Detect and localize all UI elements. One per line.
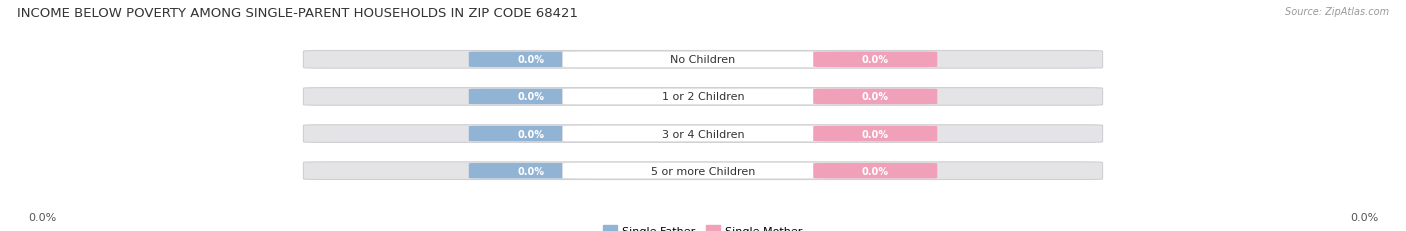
Text: 0.0%: 0.0% [28,212,56,222]
Text: 0.0%: 0.0% [862,166,889,176]
Text: 0.0%: 0.0% [517,166,544,176]
FancyBboxPatch shape [562,52,844,68]
FancyBboxPatch shape [813,126,938,142]
FancyBboxPatch shape [562,163,844,179]
Text: 5 or more Children: 5 or more Children [651,166,755,176]
Text: 0.0%: 0.0% [517,129,544,139]
FancyBboxPatch shape [304,125,1102,143]
FancyBboxPatch shape [813,89,938,105]
Text: Source: ZipAtlas.com: Source: ZipAtlas.com [1285,7,1389,17]
FancyBboxPatch shape [304,162,1102,180]
FancyBboxPatch shape [813,52,938,68]
Legend: Single Father, Single Mother: Single Father, Single Mother [599,220,807,231]
Text: 0.0%: 0.0% [862,92,889,102]
Text: 3 or 4 Children: 3 or 4 Children [662,129,744,139]
Text: 0.0%: 0.0% [517,55,544,65]
FancyBboxPatch shape [304,88,1102,106]
Text: 0.0%: 0.0% [1350,212,1378,222]
FancyBboxPatch shape [562,126,844,142]
FancyBboxPatch shape [813,163,938,179]
Text: 0.0%: 0.0% [517,92,544,102]
Text: No Children: No Children [671,55,735,65]
Text: 0.0%: 0.0% [862,129,889,139]
Text: INCOME BELOW POVERTY AMONG SINGLE-PARENT HOUSEHOLDS IN ZIP CODE 68421: INCOME BELOW POVERTY AMONG SINGLE-PARENT… [17,7,578,20]
FancyBboxPatch shape [468,163,593,179]
FancyBboxPatch shape [304,51,1102,69]
FancyBboxPatch shape [562,89,844,105]
FancyBboxPatch shape [468,52,593,68]
Text: 0.0%: 0.0% [862,55,889,65]
Text: 1 or 2 Children: 1 or 2 Children [662,92,744,102]
FancyBboxPatch shape [468,126,593,142]
FancyBboxPatch shape [468,89,593,105]
